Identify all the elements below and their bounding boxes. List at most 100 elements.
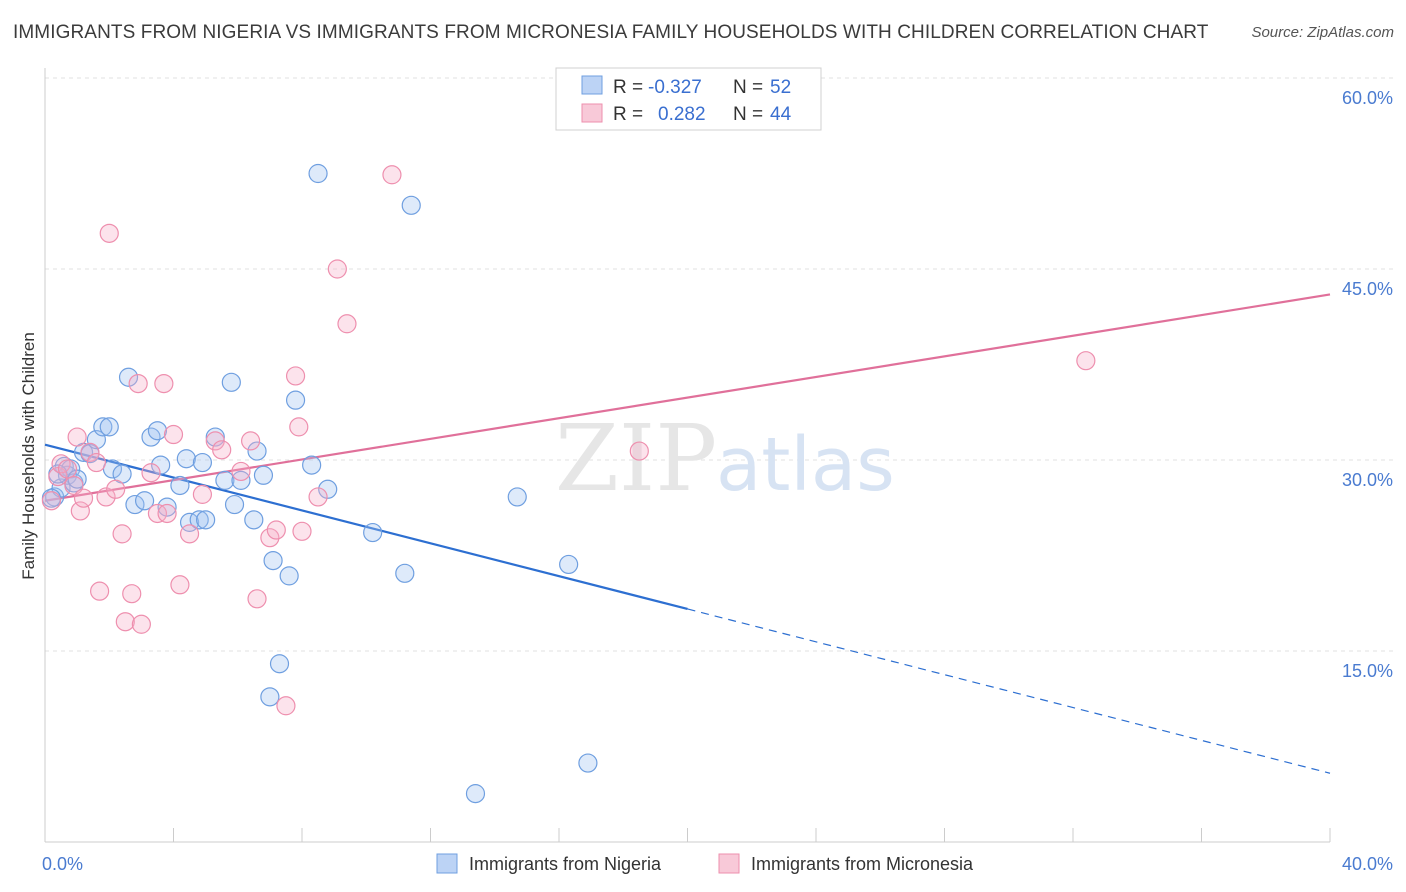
micronesia-series-swatch [718, 853, 740, 874]
nigeria-point [157, 497, 177, 517]
nigeria-point [285, 390, 306, 410]
nigeria-point [192, 452, 213, 473]
micronesia-point [163, 424, 184, 445]
micronesia-series-label: Immigrants from Micronesia [751, 854, 974, 874]
chart-title: IMMIGRANTS FROM NIGERIA VS IMMIGRANTS FR… [13, 22, 1209, 43]
micronesia-point [247, 589, 267, 609]
micronesia-point [276, 696, 296, 716]
micronesia-point [96, 487, 116, 507]
nigeria-point [170, 475, 190, 496]
micronesia-point [90, 581, 110, 601]
nigeria-series-label: Immigrants from Nigeria [469, 854, 662, 874]
micronesia-point [131, 614, 151, 634]
nigeria-point [99, 417, 119, 437]
micronesia-point [99, 223, 119, 243]
nigeria-trendline-extension [687, 608, 1331, 774]
micronesia-point [308, 487, 328, 507]
micronesia-point [48, 466, 68, 487]
nigeria-point [308, 163, 328, 184]
micronesia-point [112, 524, 132, 544]
y-tick-label: 30.0% [1342, 470, 1393, 490]
micronesia-point [106, 479, 126, 499]
trendlines [44, 293, 1331, 774]
nigeria-point [247, 441, 267, 461]
nigeria-point [93, 417, 113, 437]
nigeria-point [125, 494, 145, 515]
micronesia-point [128, 374, 148, 394]
micronesia-point [337, 314, 357, 334]
nigeria-point [215, 470, 235, 490]
micronesia-point [147, 503, 168, 524]
nigeria-point [507, 487, 527, 507]
nigeria-point [189, 510, 209, 530]
nigeria-point [176, 449, 196, 469]
micronesia-point [179, 524, 200, 544]
nigeria-point [196, 510, 216, 530]
nigeria-point [465, 784, 486, 804]
micronesia-point [285, 366, 306, 386]
y-tick-label: 45.0% [1342, 279, 1393, 299]
source-credit: Source: ZipAtlas.com [1251, 24, 1394, 41]
micronesia-point [70, 501, 90, 521]
micronesia-point [289, 417, 309, 437]
watermark-zip: ZIP [555, 405, 717, 512]
watermark-atlas: atlas [716, 422, 895, 508]
nigeria-point [134, 491, 155, 511]
y-tick-label: 15.0% [1342, 661, 1393, 681]
micronesia-point [266, 520, 286, 540]
micronesia-point [241, 431, 261, 451]
nigeria-point [401, 195, 421, 215]
micronesia-point [57, 459, 78, 479]
nigeria-point [244, 510, 264, 530]
micronesia-point [192, 484, 213, 504]
nigeria-point [269, 654, 290, 674]
nigeria-point [147, 421, 168, 441]
nigeria-point [221, 372, 241, 392]
nigeria-point [151, 455, 171, 475]
micronesia-point [382, 165, 402, 185]
x-tick-label-max: 40.0% [1342, 854, 1393, 874]
micronesia-point [67, 427, 87, 447]
nigeria-point [578, 753, 598, 773]
micronesia-point [73, 488, 94, 508]
micronesia-point [51, 454, 71, 474]
micronesia-r-value: 0.282 [658, 104, 706, 125]
micronesia-legend-swatch [581, 103, 603, 123]
micronesia-trendline [44, 293, 1331, 502]
correlation-legend: R = -0.327 N = 52 R = 0.282 N = 44 [555, 67, 822, 131]
micronesia-point [1076, 351, 1096, 371]
nigeria-point [318, 479, 338, 499]
nigeria-point [224, 494, 245, 515]
nigeria-series-swatch [436, 853, 458, 874]
series-legend: Immigrants from Nigeria Immigrants from … [436, 853, 974, 874]
micronesia-point [80, 442, 100, 462]
micronesia-point [170, 575, 190, 595]
tick-labels: 15.0% 30.0% 45.0% 60.0% 0.0% 40.0% [42, 88, 1393, 874]
micronesia-point [629, 441, 649, 461]
data-points [41, 163, 1096, 804]
nigeria-r-value: -0.327 [648, 77, 702, 98]
nigeria-point [253, 465, 274, 485]
nigeria-n-label: N = [733, 77, 763, 98]
micronesia-point [212, 440, 232, 460]
grid-lines [45, 77, 1393, 652]
micronesia-point [292, 521, 312, 541]
nigeria-point [559, 554, 579, 575]
axes [44, 68, 1331, 843]
nigeria-point [279, 566, 299, 586]
nigeria-point [395, 563, 415, 583]
micronesia-point [231, 461, 251, 482]
nigeria-point [118, 367, 139, 387]
micronesia-point [41, 491, 62, 511]
y-axis-label: Family Households with Children [19, 332, 38, 580]
micronesia-point [115, 612, 135, 632]
micronesia-n-value: 44 [770, 104, 792, 125]
micronesia-point [154, 374, 174, 394]
y-tick-label: 60.0% [1342, 88, 1393, 108]
micronesia-point [141, 463, 161, 483]
nigeria-point [260, 687, 280, 707]
micronesia-point [157, 503, 177, 524]
nigeria-r-label: R = [613, 77, 643, 98]
x-tick-label-min: 0.0% [42, 854, 83, 874]
